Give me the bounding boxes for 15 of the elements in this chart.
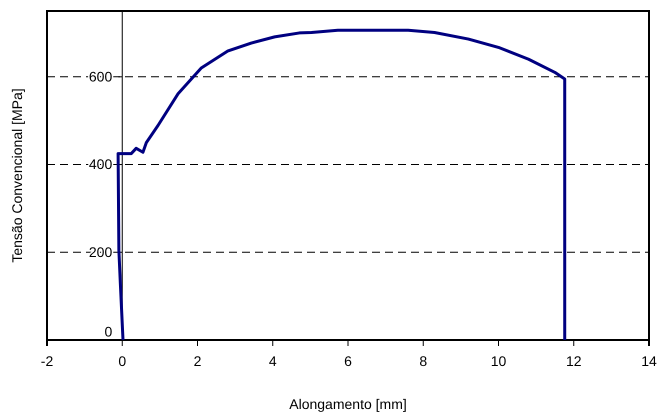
x-tick-label: 14 bbox=[641, 352, 657, 369]
x-tick-label: 8 bbox=[419, 352, 428, 369]
x-tick-label: 0 bbox=[118, 352, 126, 369]
y-axis-title: Tensão Convencional [MPa] bbox=[9, 88, 25, 263]
x-tick-label: 4 bbox=[268, 352, 277, 369]
x-tick-label: 2 bbox=[194, 352, 202, 369]
y-tick-label: 600 bbox=[88, 68, 112, 84]
x-tick-label: 10 bbox=[490, 352, 506, 369]
y-tick-label: 400 bbox=[88, 156, 112, 172]
x-tick-label: 12 bbox=[566, 352, 582, 369]
y-tick-label: 0 bbox=[104, 324, 112, 340]
x-axis-title: Alongamento [mm] bbox=[289, 396, 407, 412]
y-tick-label: 200 bbox=[88, 244, 112, 260]
x-tick-label: 6 bbox=[344, 352, 352, 369]
x-tick-label: -2 bbox=[40, 352, 54, 369]
